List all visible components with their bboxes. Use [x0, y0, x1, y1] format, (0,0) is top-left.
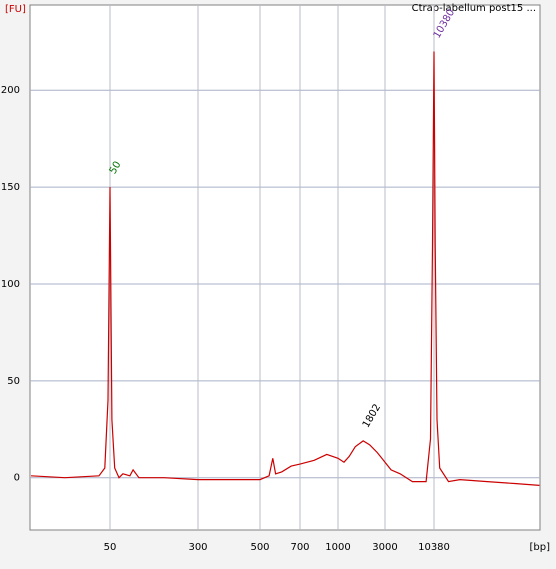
- x-tick-label: 3000: [372, 542, 397, 553]
- chart-title: Ctrap-labellum post15 ...: [412, 3, 536, 14]
- x-tick-label: 1000: [325, 542, 350, 553]
- y-tick-label: 200: [1, 85, 20, 96]
- x-tick-label: 700: [290, 542, 309, 553]
- x-tick-label: 300: [188, 542, 207, 553]
- y-tick-label: 100: [1, 279, 20, 290]
- x-tick-label: 10380: [418, 542, 450, 553]
- x-axis-label: [bp]: [530, 542, 551, 553]
- y-tick-label: 150: [1, 182, 20, 193]
- trace: [30, 51, 540, 486]
- x-tick-label: 500: [250, 542, 269, 553]
- x-tick-label: 50: [104, 542, 117, 553]
- y-tick-label: 50: [7, 376, 20, 387]
- plot-area: [29, 4, 541, 531]
- y-axis-label: [FU]: [5, 4, 26, 15]
- y-tick-label: 0: [14, 473, 20, 484]
